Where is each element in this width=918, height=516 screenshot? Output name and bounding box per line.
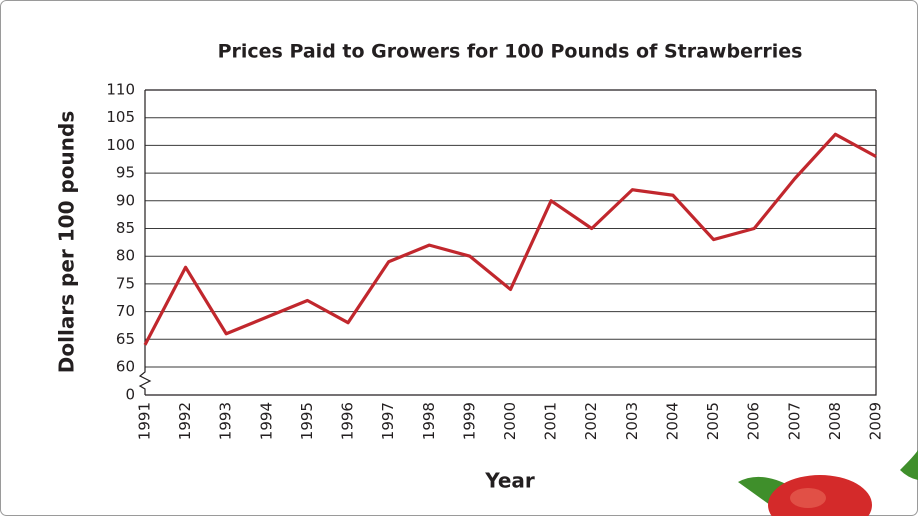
- plot-area: [143, 132, 877, 346]
- y-tick-label: 90: [116, 191, 135, 209]
- y-tick-label: 0: [125, 386, 135, 404]
- x-tick-label: 1994: [257, 402, 275, 440]
- x-tick-label: 1998: [420, 402, 438, 440]
- y-tick-label: 110: [106, 81, 135, 99]
- y-tick-label: 70: [116, 302, 135, 320]
- x-tick-label: 1997: [379, 402, 397, 440]
- y-axis-label: Dollars per 100 pounds: [55, 111, 79, 373]
- x-tick-label: 1992: [176, 402, 194, 440]
- y-tick-label: 65: [116, 330, 135, 348]
- x-tick-label: 2000: [501, 402, 519, 440]
- x-tick-label: 2006: [745, 402, 763, 440]
- y-tick-label: 95: [116, 164, 135, 182]
- x-tick-label: 2007: [785, 402, 803, 440]
- y-tick-label: 60: [116, 358, 135, 376]
- x-tick-label: 1991: [136, 402, 154, 440]
- axis-break: [138, 90, 152, 395]
- x-tick-label: 2004: [663, 402, 681, 440]
- chart-title: Prices Paid to Growers for 100 Pounds of…: [218, 41, 803, 63]
- x-tick-label: 1995: [298, 402, 316, 440]
- x-tick-label: 2003: [623, 402, 641, 440]
- x-tick-label: 1993: [217, 402, 235, 440]
- x-tick-label: 2002: [582, 402, 600, 440]
- x-tick-label: 2005: [704, 402, 722, 440]
- y-tick-label: 80: [116, 247, 135, 265]
- y-tick-label: 75: [116, 274, 135, 292]
- x-tick-label: 1996: [339, 402, 357, 440]
- x-tick-label: 2001: [542, 402, 560, 440]
- plot-border: [145, 90, 877, 396]
- y-tick-label: 85: [116, 219, 135, 237]
- y-tick-label: 100: [106, 136, 135, 154]
- x-tick-label: 2008: [826, 402, 844, 440]
- strawberry-decoration: [738, 450, 918, 516]
- x-tick-label: 2009: [867, 402, 885, 440]
- y-tick-label: 105: [106, 108, 135, 126]
- x-tick-label: 1999: [460, 402, 478, 440]
- x-axis-label: Year: [484, 469, 535, 493]
- data-line: [143, 132, 877, 346]
